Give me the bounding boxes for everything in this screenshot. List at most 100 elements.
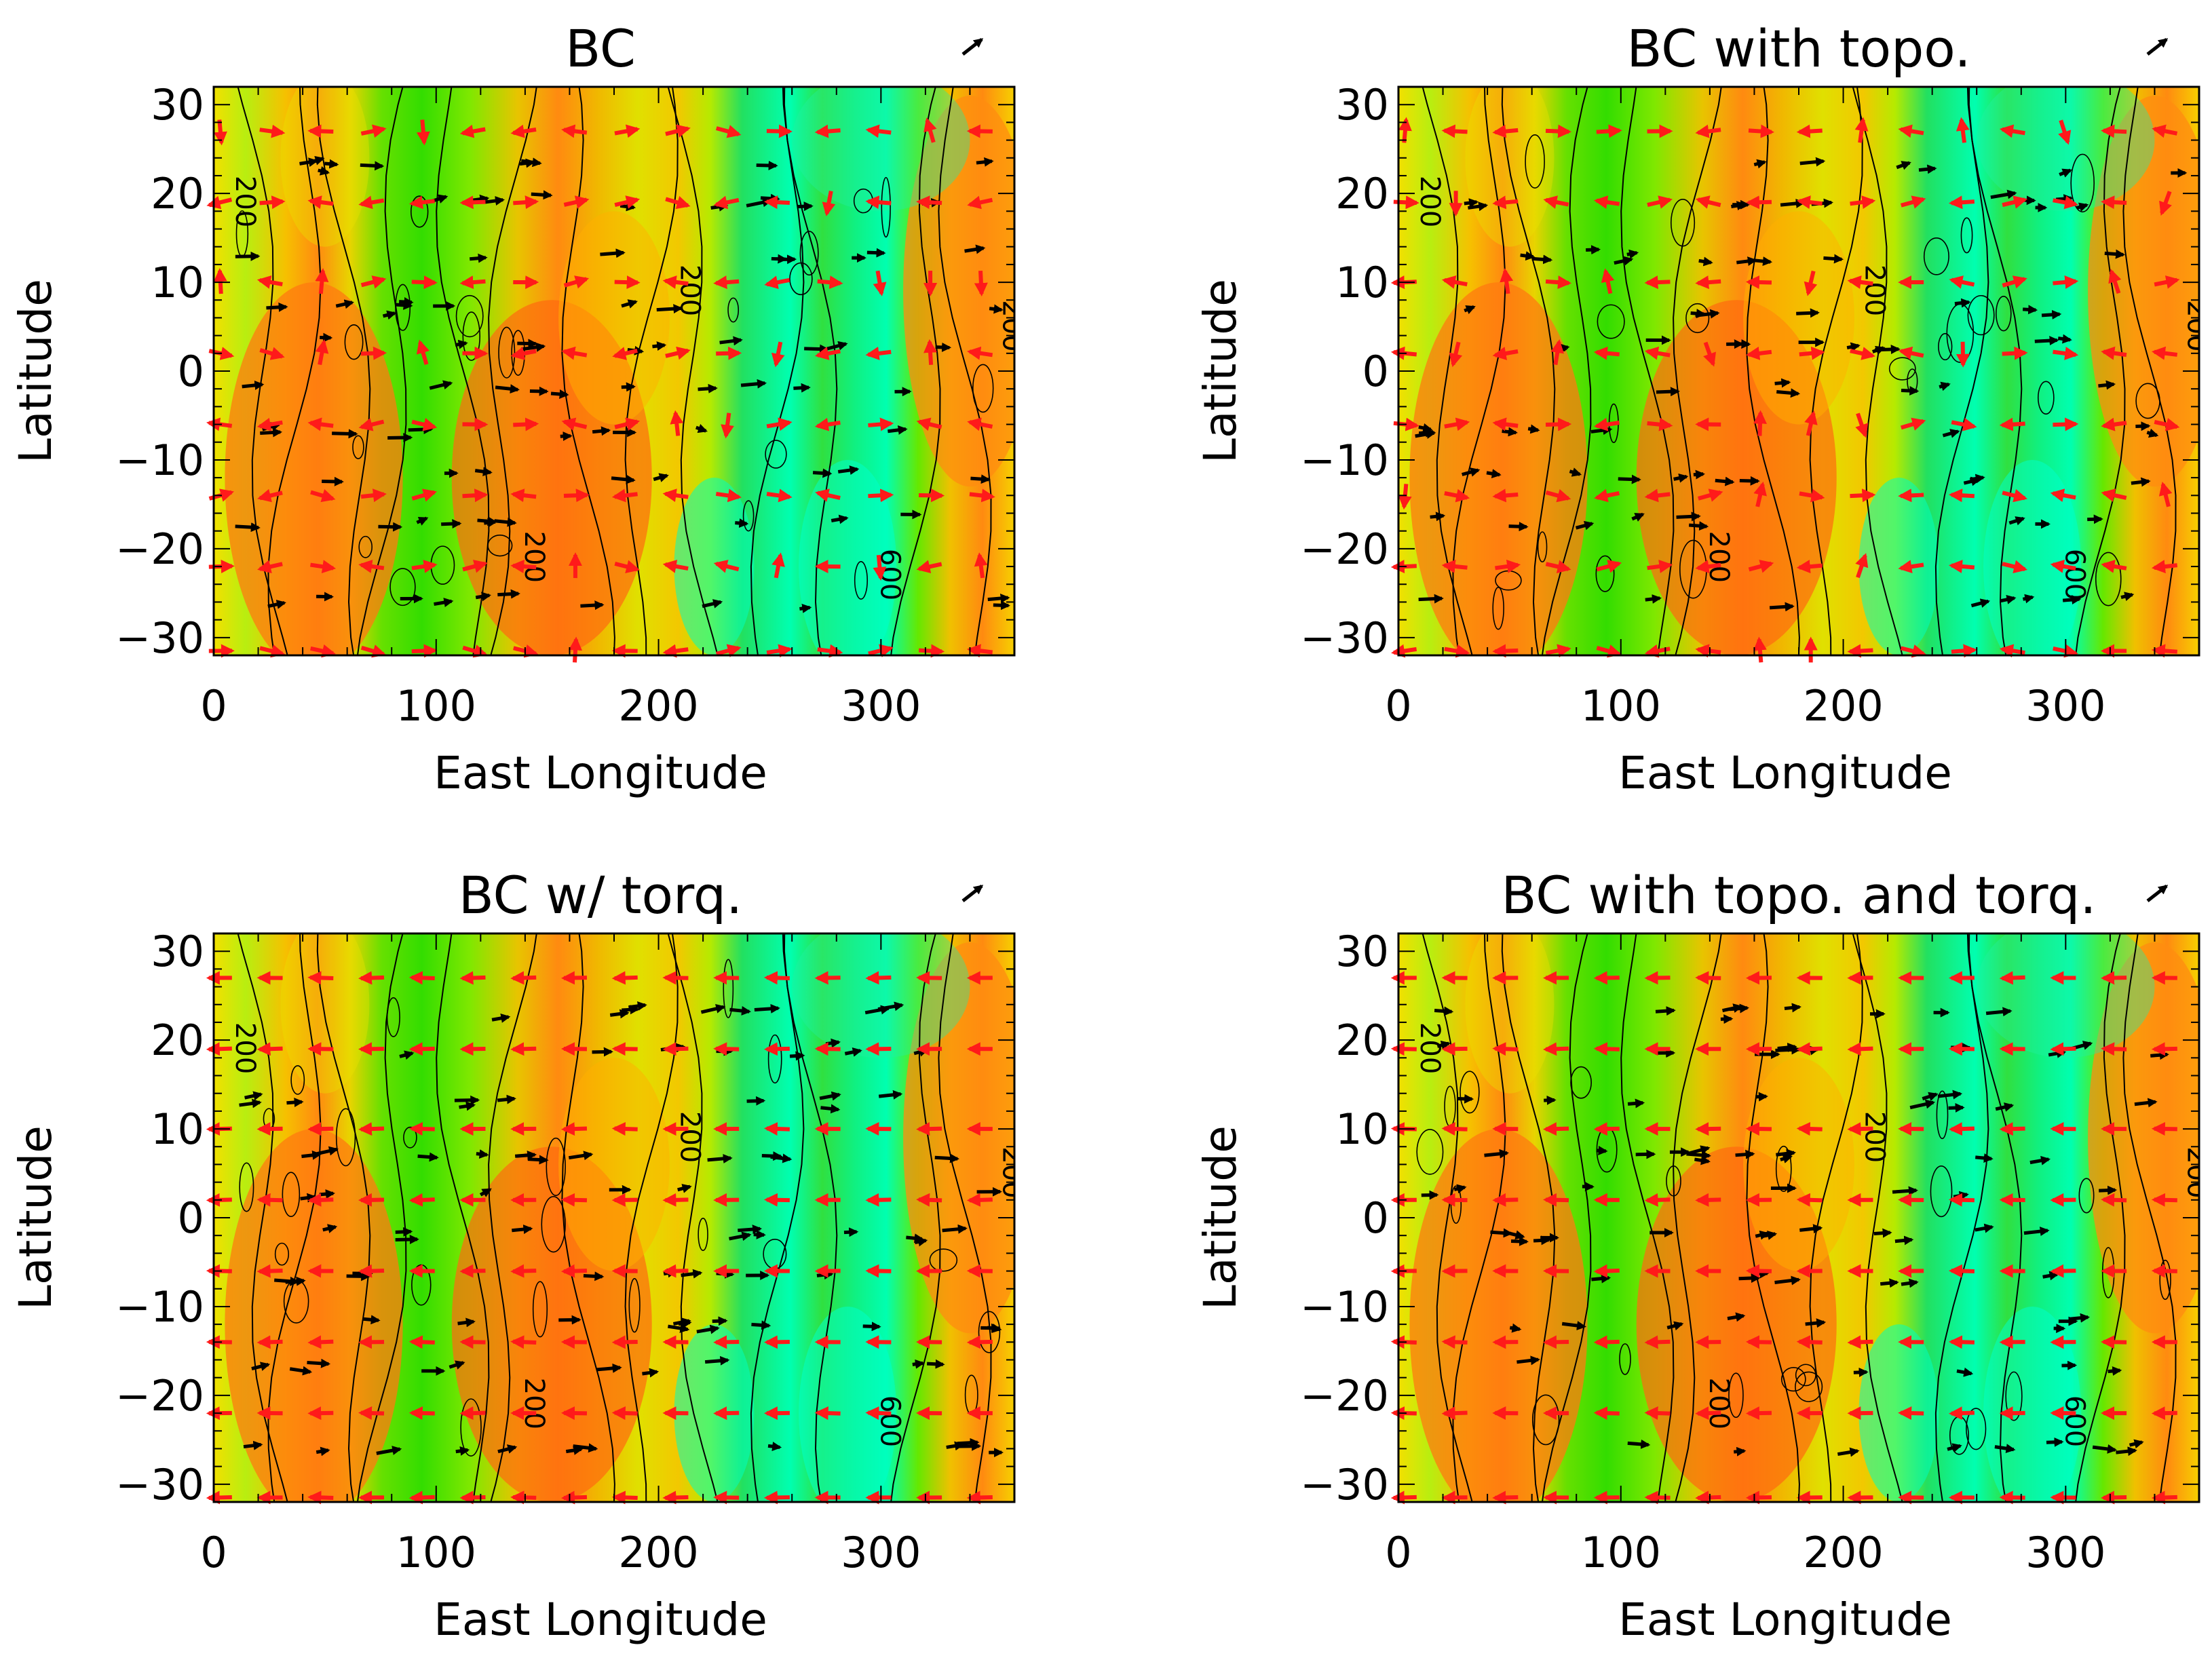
- red-arrow: [611, 1122, 638, 1136]
- black-vector: [642, 1368, 660, 1378]
- red-arrow: [307, 1406, 334, 1421]
- y-tick-label: −10: [1300, 1282, 1389, 1332]
- red-arrow: [865, 124, 892, 138]
- red-arrow: [1898, 560, 1924, 574]
- red-arrow: [715, 488, 742, 503]
- black-vector: [360, 161, 385, 171]
- y-tick-label: 0: [1362, 1193, 1389, 1243]
- black-vector: [583, 1271, 605, 1281]
- black-vector: [964, 244, 986, 254]
- red-arrow: [763, 1335, 790, 1349]
- red-arrow: [1804, 410, 1818, 436]
- red-arrow: [510, 488, 537, 503]
- red-arrow: [969, 488, 995, 503]
- contour-ring: [854, 561, 869, 600]
- red-arrow: [665, 124, 691, 138]
- black-vector: [678, 1319, 692, 1328]
- red-arrow: [259, 195, 286, 210]
- red-arrow: [2158, 481, 2173, 507]
- black-vector: [592, 426, 611, 436]
- black-vector: [609, 1009, 630, 1019]
- black-vector: [1975, 1153, 1994, 1163]
- red-arrow: [563, 488, 590, 503]
- black-vector: [1531, 254, 1553, 265]
- black-vector: [844, 1047, 862, 1057]
- black-vector: [704, 1355, 730, 1366]
- black-vector: [653, 473, 669, 482]
- y-axis-label: Latitude: [1194, 1125, 1246, 1310]
- contour-label: 200: [997, 300, 1028, 351]
- black-vector: [1635, 1149, 1656, 1159]
- black-vector: [2092, 1444, 2117, 1454]
- x-tick-label: 300: [841, 1528, 921, 1577]
- axis-ticks: [1398, 933, 2200, 1503]
- black-vector: [491, 1013, 511, 1023]
- black-vector: [826, 341, 848, 351]
- black-vector: [1686, 1150, 1711, 1160]
- contour-ring: [1780, 1366, 1806, 1392]
- red-arrow: [2101, 1335, 2127, 1349]
- contour-ring: [1666, 1165, 1681, 1197]
- red-arrow: [763, 1122, 790, 1136]
- contour-ring: [546, 1137, 566, 1196]
- x-tick-label: 300: [841, 681, 921, 731]
- red-arrow: [662, 560, 689, 573]
- contour-line: [561, 933, 615, 1502]
- black-vector: [476, 1149, 489, 1159]
- black-vector: [1631, 512, 1645, 522]
- black-vector: [319, 1189, 335, 1199]
- black-vector: [600, 248, 626, 258]
- red-arrow: [310, 560, 337, 574]
- black-vector: [993, 600, 1011, 611]
- black-vector: [266, 302, 288, 312]
- red-arrow: [1753, 636, 1767, 663]
- red-arrow: [411, 275, 438, 290]
- red-arrow: [822, 190, 836, 216]
- black-vector: [702, 599, 723, 609]
- red-arrow: [1850, 347, 1875, 360]
- contour-ring: [1597, 304, 1625, 339]
- red-arrow: [1999, 1122, 2025, 1136]
- red-arrow: [2053, 347, 2079, 360]
- black-vector: [1777, 1043, 1797, 1052]
- contour-line: [890, 87, 941, 655]
- red-arrow: [2151, 1406, 2177, 1421]
- red-arrow: [2108, 269, 2122, 294]
- red-arrow: [1847, 1122, 1873, 1136]
- black-vector: [1627, 1439, 1651, 1449]
- black-vector: [475, 592, 491, 602]
- red-arrow: [1847, 1335, 1873, 1349]
- red-arrow: [307, 195, 334, 210]
- x-axis-label: East Longitude: [1618, 747, 1952, 799]
- red-arrow: [1695, 1193, 1721, 1207]
- black-vector: [1892, 1186, 1918, 1196]
- contour-ring: [1416, 1129, 1444, 1175]
- black-vector: [1733, 1446, 1747, 1457]
- black-vector: [318, 166, 330, 176]
- red-arrow: [310, 644, 336, 658]
- red-arrow: [614, 124, 641, 138]
- black-vector: [1780, 1154, 1793, 1163]
- red-arrow: [966, 1193, 993, 1207]
- black-vector: [2070, 1313, 2091, 1323]
- red-arrow: [1745, 1122, 1772, 1136]
- black-vector: [251, 1362, 271, 1371]
- red-arrow: [358, 195, 385, 210]
- black-vector: [1774, 378, 1791, 388]
- contour-ring: [765, 440, 787, 469]
- contour-ring: [2095, 552, 2122, 606]
- black-vector: [1939, 381, 1951, 391]
- red-arrow: [1444, 488, 1470, 503]
- contour-ring: [1525, 134, 1545, 189]
- contour-label: 200: [1414, 1022, 1445, 1074]
- red-arrow: [1695, 1406, 1721, 1421]
- contour-ring: [881, 176, 891, 238]
- red-arrow: [563, 195, 590, 209]
- red-arrow: [1898, 1406, 1924, 1421]
- red-arrow: [1695, 124, 1721, 138]
- black-vector: [316, 1446, 330, 1457]
- red-arrow: [307, 1335, 334, 1349]
- black-vector: [243, 1440, 263, 1450]
- black-vector: [1963, 476, 1981, 486]
- red-arrow: [1492, 1490, 1519, 1505]
